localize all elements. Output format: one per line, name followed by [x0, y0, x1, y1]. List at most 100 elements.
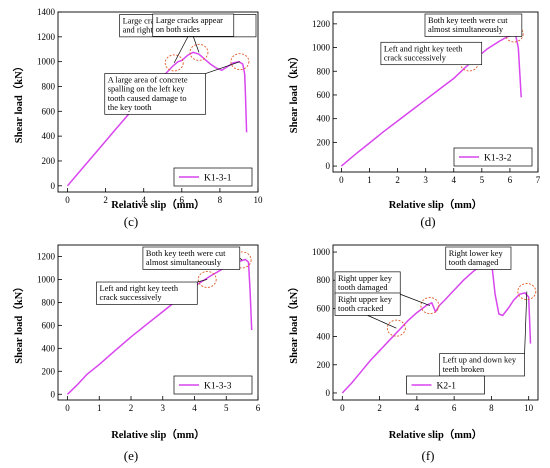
y-tick-label: 600: [317, 90, 331, 100]
y-axis-label: Shear load（kN）: [287, 51, 300, 133]
annotation-leader: [367, 315, 397, 329]
y-tick-label: 400: [317, 332, 331, 342]
x-axis-label: Relative slip（mm）: [111, 198, 205, 211]
x-tick-label: 2: [103, 195, 108, 205]
x-tick-label: 5: [224, 403, 229, 413]
highlight-circle: [232, 251, 252, 269]
x-tick-label: 8: [489, 403, 494, 413]
x-tick-label: 0: [65, 195, 70, 205]
legend-label: K1-3-2: [484, 154, 512, 164]
annotation-box: [424, 13, 523, 37]
x-tick-label: 4: [141, 195, 146, 205]
x-tick-label: 4: [192, 403, 197, 413]
y-tick-label: 1200: [312, 19, 331, 29]
y-axis-label: Shear load（kN）: [287, 281, 300, 363]
panel-label: (e): [124, 448, 138, 463]
annotation-text: Large cracks appear: [156, 16, 223, 25]
annotation-leader: [400, 293, 431, 306]
y-tick-label: 400: [317, 114, 331, 124]
annotation-text: teeth broken: [443, 365, 485, 374]
annotation-box: [104, 73, 206, 115]
y-tick-label: 600: [317, 303, 331, 313]
x-tick-label: 6: [508, 175, 513, 185]
annotation-text: tooth damaged: [449, 258, 499, 267]
annotation-text: Right lower key: [449, 249, 504, 258]
legend-box: [406, 375, 485, 395]
annotation-text: tooth caused damage to: [108, 94, 187, 103]
y-tick-label: 0: [326, 388, 331, 398]
annotation-text: almost simultaneously: [146, 258, 222, 267]
x-tick-label: 6: [452, 403, 457, 413]
y-tick-label: 800: [317, 66, 331, 76]
legend-box: [453, 147, 533, 167]
x-tick-label: 6: [180, 195, 185, 205]
annotation-leader: [239, 257, 243, 261]
annotation-leader: [197, 279, 208, 283]
plot-frame: [332, 244, 539, 401]
annotation-text: Right upper key: [338, 274, 393, 283]
x-axis-label: Relative slip（mm）: [111, 428, 205, 441]
x-tick-label: 10: [524, 403, 534, 413]
y-axis-label: Shear load（kN）: [12, 281, 25, 363]
y-tick-label: 600: [42, 106, 56, 116]
legend-label: K1-3-1: [204, 174, 232, 184]
legend-box: [173, 375, 253, 395]
legend: K1-3-3: [173, 375, 253, 395]
y-tick-label: 1400: [37, 7, 56, 17]
chart-panel-2: 0 1 2 3 4 5 6 7 0 200 400 600 800 1000 1200 Relative sl…: [287, 11, 541, 229]
series-line-K2-1: [341, 259, 532, 394]
annotation-leader: [524, 291, 528, 354]
y-tick-label: 0: [326, 161, 331, 171]
y-tick-label: 800: [42, 81, 56, 91]
annotation-text: Both key teeth were cut: [428, 16, 508, 25]
annotation-text: Left and right key teeth: [99, 284, 178, 293]
annotation-text: Left and right key teeth: [384, 44, 463, 53]
legend: K1-3-2: [453, 147, 533, 167]
x-tick-label: 5: [480, 175, 485, 185]
x-tick-label: 0: [340, 403, 345, 413]
annotation-box: [142, 246, 241, 270]
annotation-text: tooth cracked: [338, 304, 384, 313]
highlight-circle: [164, 54, 184, 72]
plot-frame: [332, 11, 539, 173]
annotation-text: crack successively: [384, 53, 447, 62]
highlight-circle: [517, 283, 537, 300]
annotation-box: [445, 246, 512, 270]
annotation-text: on both sides: [156, 25, 200, 34]
y-tick-label: 1200: [37, 251, 56, 261]
annotation-box: [96, 281, 198, 305]
chart-panel-3: 0 1 2 3 4 5 6 0 200 400 600 800 1000 1200 Relative sli…: [12, 244, 261, 463]
x-tick-label: 2: [395, 175, 400, 185]
legend: K1-3-1: [173, 167, 253, 187]
panel-label: (d): [420, 214, 435, 229]
x-tick-label: 1: [97, 403, 102, 413]
legend: K2-1: [406, 375, 485, 395]
y-tick-label: 1000: [312, 43, 331, 53]
x-tick-label: 4: [415, 403, 420, 413]
chart-panel-4: 0 2 4 6 8 10 0 200 400 600 800 1000 Relative slip（mm…: [287, 244, 539, 463]
annotation-text: spalling on the left key: [108, 85, 186, 94]
y-tick-label: 1000: [37, 274, 56, 284]
y-axis-label: Shear load（kN）: [12, 61, 25, 143]
annotation-text: the key tooth: [108, 103, 153, 112]
x-tick-label: 10: [254, 195, 264, 205]
y-tick-label: 600: [42, 320, 56, 330]
x-tick-label: 3: [161, 403, 166, 413]
y-tick-label: 400: [42, 343, 56, 353]
annotation-box: [334, 292, 401, 316]
x-tick-label: 0: [65, 403, 70, 413]
x-tick-label: 3: [423, 175, 428, 185]
y-tick-label: 200: [317, 137, 331, 147]
x-tick-label: 8: [218, 195, 223, 205]
x-tick-label: 7: [536, 175, 541, 185]
annotation-box: [380, 41, 483, 66]
highlight-circle: [230, 53, 250, 71]
x-axis-label: Relative slip（mm）: [389, 428, 483, 441]
annotation-box: [152, 13, 235, 37]
annotation-text: almost simultaneously: [428, 25, 504, 34]
x-tick-label: 4: [452, 175, 457, 185]
